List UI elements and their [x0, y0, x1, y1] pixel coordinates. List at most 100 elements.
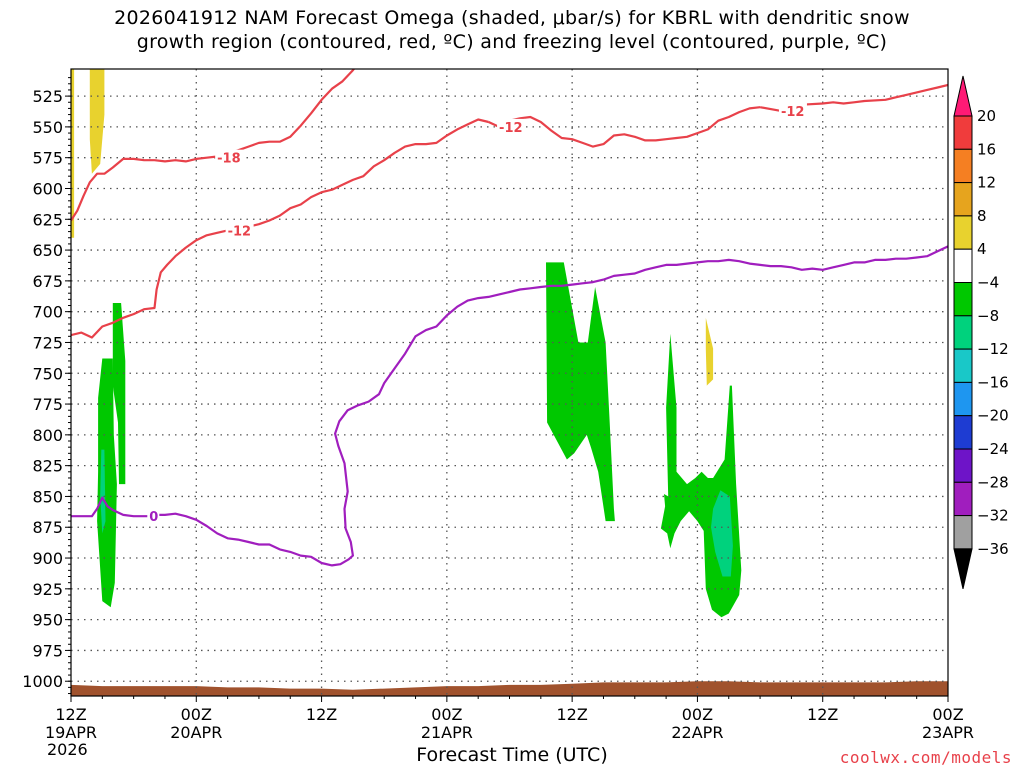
y-tick-label-900: 900: [32, 549, 63, 568]
plot-frame: [70, 68, 949, 697]
contour-line-0: [71, 69, 356, 222]
x-tick-label-84: 00Z: [932, 705, 963, 724]
colorbar-label-0: 20: [977, 107, 996, 125]
y-tick-label-850: 850: [32, 487, 63, 506]
contour-line-4: [71, 245, 948, 567]
terrain-area: [71, 681, 948, 696]
contour-label-bg-3: [778, 102, 807, 118]
chart-title-line-1: 2026041912 NAM Forecast Omega (shaded, μ…: [114, 7, 910, 29]
y-tick-label-1000: 1000: [22, 672, 63, 691]
terrain-fill: [71, 681, 948, 696]
colorbar-box-2: [953, 182, 973, 217]
y-tick-label-800: 800: [32, 426, 63, 445]
colorbar-box-10: [953, 448, 973, 483]
colorbar-label-1: 16: [977, 140, 996, 158]
x-tick-date-0: 19APR: [45, 723, 97, 742]
y-tick-label-950: 950: [32, 611, 63, 630]
credit-link[interactable]: coolwx.com/models: [839, 748, 1012, 767]
y-tick-label-925: 925: [32, 580, 63, 599]
colorbar-box-11: [953, 481, 973, 517]
contour-label-2: -12: [499, 121, 523, 136]
y-tick-label-750: 750: [32, 364, 63, 383]
y-tick-label-600: 600: [32, 179, 63, 198]
chart-title-line-2: growth region (contoured, red, ºC) and f…: [136, 31, 888, 53]
colorbar-top-arrow: [953, 75, 973, 117]
x-tick-date-12: 20APR: [170, 723, 222, 742]
colorbar-box-5: [953, 282, 973, 317]
colorbar-label-12: −32: [977, 507, 1009, 525]
colorbar-label-4: 4: [977, 240, 987, 258]
grid-lines: [71, 69, 948, 696]
y-tick-label-550: 550: [32, 118, 63, 137]
contour-label-3: -12: [781, 105, 805, 120]
colorbar-box-8: [953, 381, 973, 417]
colorbar-box-0: [953, 115, 973, 150]
colorbar-label-5: −4: [977, 274, 999, 292]
x-tick-label-60: 00Z: [682, 705, 713, 724]
omega-region-7: [711, 490, 733, 577]
x-tick-label-36: 00Z: [431, 705, 462, 724]
x-tick-label-0: 12Z: [55, 705, 86, 724]
year-label: 2026: [47, 740, 88, 759]
colorbar: 20 16 12 8 4 −4 −8 −12 −16 −20 −24 −28 −32 −36: [953, 75, 1009, 590]
colorbar-label-11: −28: [977, 473, 1009, 491]
y-tick-label-625: 625: [32, 210, 63, 229]
contour-label-1: -12: [228, 224, 252, 239]
colorbar-label-2: 12: [977, 174, 996, 192]
colorbar-box-1: [953, 148, 973, 184]
y-tick-label-575: 575: [32, 149, 63, 168]
contour-label-bg-1: [225, 222, 254, 238]
omega-region-5: [546, 262, 615, 522]
colorbar-box-7: [953, 348, 973, 383]
x-tick-date-84: 23APR: [922, 723, 974, 742]
colorbar-label-9: −20: [977, 407, 1009, 425]
contour-labels: -18 -12 -12 -12 0: [147, 102, 807, 525]
omega-region-1: [89, 69, 105, 174]
y-axis-ticks: 525 550 575 600 625 650 675 700 725 750 775 800 825 8…: [22, 77, 71, 695]
omega-region-2: [97, 358, 117, 608]
colorbar-label-8: −16: [977, 373, 1009, 391]
contour-line-1: [71, 118, 489, 339]
y-tick-label-775: 775: [32, 395, 63, 414]
colorbar-label-3: 8: [977, 207, 987, 225]
omega-region-0: [71, 69, 75, 238]
x-axis-label: Forecast Time (UTC): [416, 744, 608, 766]
x-tick-label-72: 12Z: [807, 705, 838, 724]
contour-line-3: [759, 83, 948, 113]
y-tick-label-975: 975: [32, 641, 63, 660]
x-tick-date-36: 21APR: [421, 723, 473, 742]
y-tick-label-675: 675: [32, 272, 63, 291]
y-tick-label-725: 725: [32, 333, 63, 352]
y-tick-label-525: 525: [32, 87, 63, 106]
y-tick-label-825: 825: [32, 457, 63, 476]
x-tick-date-60: 22APR: [671, 723, 723, 742]
colorbar-box-12: [953, 515, 973, 550]
omega-shading: [71, 69, 742, 618]
y-tick-label-650: 650: [32, 241, 63, 260]
x-tick-label-12: 00Z: [181, 705, 212, 724]
contour-label-bg-2: [497, 118, 526, 134]
omega-region-4: [100, 449, 106, 534]
colorbar-bottom-arrow: [953, 548, 973, 590]
contour-lines: [71, 69, 948, 567]
chart-title: 2026041912 NAM Forecast Omega (shaded, μ…: [0, 6, 1024, 54]
y-tick-label-875: 875: [32, 518, 63, 537]
contour-label-4: 0: [149, 510, 158, 525]
colorbar-box-6: [953, 315, 973, 350]
omega-region-8: [705, 317, 714, 386]
x-tick-label-48: 12Z: [556, 705, 587, 724]
x-tick-label-24: 12Z: [306, 705, 337, 724]
y-tick-label-700: 700: [32, 303, 63, 322]
colorbar-label-13: −36: [977, 540, 1009, 558]
colorbar-label-10: −24: [977, 440, 1009, 458]
contour-label-bg-4: [147, 508, 160, 524]
colorbar-box-4: [953, 248, 973, 283]
colorbar-box-3: [953, 215, 973, 250]
contour-label-0: -18: [217, 152, 241, 167]
colorbar-box-9: [953, 415, 973, 450]
colorbar-label-6: −8: [977, 307, 999, 325]
omega-region-3: [112, 303, 126, 485]
colorbar-label-7: −12: [977, 340, 1009, 358]
